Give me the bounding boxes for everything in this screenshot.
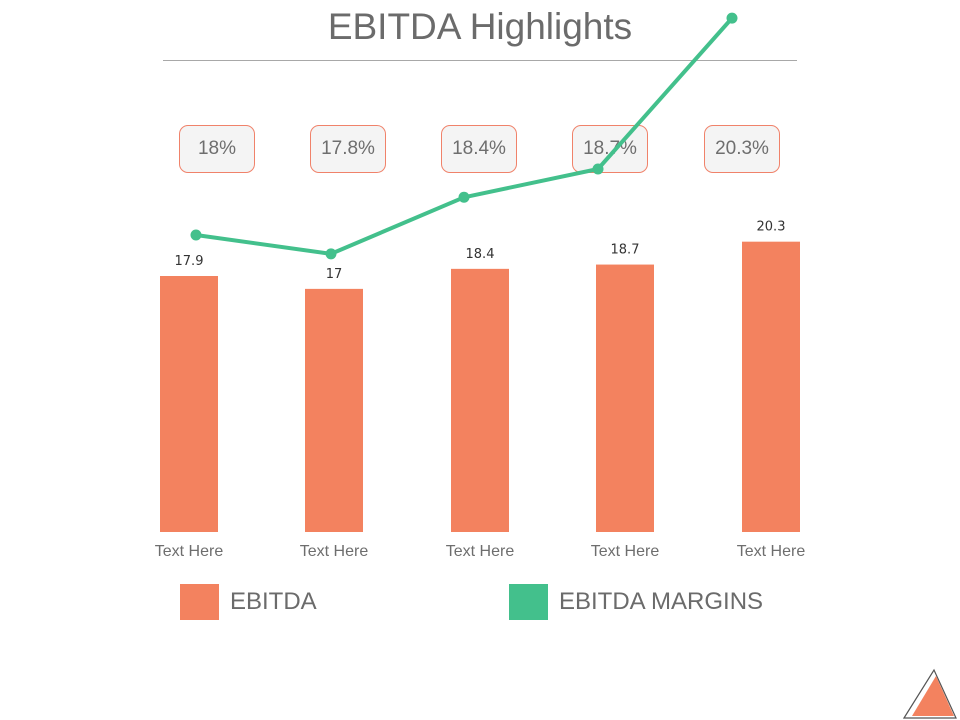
margin-badge: 18.4% xyxy=(441,125,517,173)
bar-data-label: 17.9 xyxy=(175,254,204,269)
x-tick-label: Text Here xyxy=(737,543,806,560)
bar-ebitda xyxy=(451,268,509,532)
bar-data-label: 18.4 xyxy=(466,247,495,262)
line-point xyxy=(190,229,202,241)
line-point xyxy=(726,12,738,24)
margin-badge: 17.8% xyxy=(310,125,386,173)
slide-title: EBITDA Highlights xyxy=(327,6,633,47)
margin-badge: 18% xyxy=(179,125,255,173)
bar-ebitda xyxy=(742,241,800,533)
x-tick-label: Text Here xyxy=(446,543,515,560)
title-divider xyxy=(163,60,797,61)
x-tick-label: Text Here xyxy=(300,543,369,560)
line-point xyxy=(325,248,337,260)
bar-data-label: 17 xyxy=(326,267,343,282)
bar-ebitda xyxy=(596,264,654,532)
margin-badge: 20.3% xyxy=(704,125,780,173)
legend-swatch-ebitda xyxy=(180,584,219,620)
x-tick-label: Text Here xyxy=(591,543,660,560)
legend-label-margins: EBITDA MARGINS xyxy=(559,588,764,615)
legend-label-ebitda: EBITDA xyxy=(230,588,317,615)
bar-data-label: 20.3 xyxy=(757,220,786,235)
line-point xyxy=(458,191,470,203)
line-point xyxy=(592,163,604,175)
bar-data-label: 18.7 xyxy=(611,243,640,258)
x-tick-label: Text Here xyxy=(155,543,224,560)
triangle-logo-icon xyxy=(902,668,957,719)
bar-ebitda xyxy=(305,288,363,532)
bar-ebitda xyxy=(160,276,218,532)
legend-swatch-margins xyxy=(509,584,548,620)
line-ebitda-margins xyxy=(195,16,734,256)
